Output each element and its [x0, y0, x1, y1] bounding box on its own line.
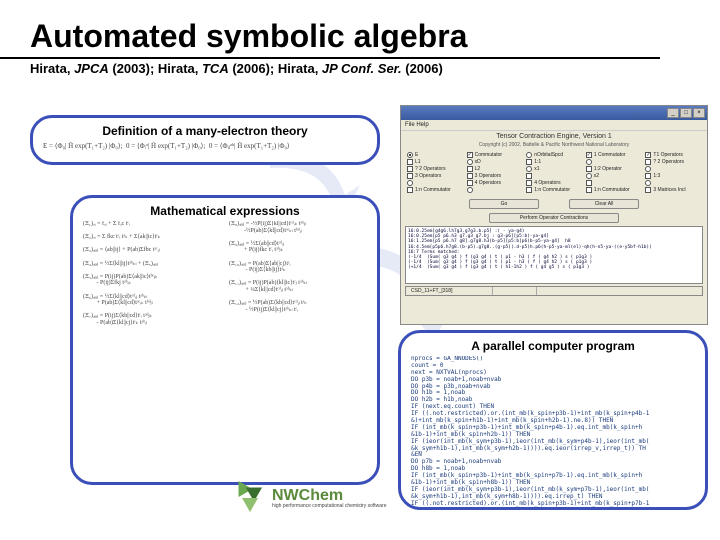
cite1-year: (2003); — [109, 61, 158, 76]
gui-option[interactable] — [467, 187, 523, 193]
gui-menubar[interactable]: File Help — [401, 120, 707, 131]
gui-option[interactable]: ✓Commutator — [467, 152, 523, 158]
gui-option[interactable] — [645, 166, 701, 172]
gui-option[interactable]: 1:3 — [645, 173, 701, 179]
gui-option[interactable]: ? 2 Operators — [407, 166, 463, 172]
logo-tagline: high performance computational chemistry… — [272, 504, 387, 509]
nwchem-logo-icon — [228, 478, 268, 518]
math-col-2: (Ξ₈)ₐᵦᵢⱼ = -½P(ij)Σ⟨kl||cd⟩tᶜᵈᵢₖ tᵃᵇⱼₗ -… — [229, 221, 367, 327]
bubble-definition-formula: E = ⟨Φ₀| H̄ exp(T₁+T₂) |Φ₀⟩; 0 = ⟨Φᵢᵃ| H… — [43, 141, 367, 151]
gui-option[interactable] — [645, 180, 701, 186]
bubble-math: Mathematical expressions (Ξ₁)ₐᵢ = fₐᵢ + … — [70, 195, 380, 485]
gui-option[interactable]: ? 2 Operators — [645, 159, 701, 165]
close-button[interactable]: × — [693, 108, 705, 118]
gui-option[interactable] — [586, 159, 642, 165]
gui-option[interactable]: ✓T1 Operators — [645, 152, 701, 158]
gui-option[interactable]: x2 — [586, 173, 642, 179]
gui-button-row: Go Clear All — [401, 197, 707, 211]
gui-option[interactable]: 1:n Commutator — [407, 187, 463, 193]
gui-options-grid: E ✓CommutatornOrbitalSpcd ✓1 Commutator✓T1… — [401, 150, 707, 197]
gui-statusbar: CSD_11+FT_[318] — [405, 286, 703, 296]
gui-option[interactable]: nOrbitalSpcd — [526, 152, 582, 158]
bubble-program: A parallel computer program nprocs = GA_… — [398, 330, 708, 510]
gui-option[interactable] — [407, 180, 463, 186]
contract-button[interactable]: Perform Operator Contractions — [489, 213, 619, 223]
gui-option[interactable]: 3 Matrices Incl — [645, 187, 701, 193]
minimize-button[interactable]: _ — [667, 108, 679, 118]
cite3-year: (2006) — [402, 61, 443, 76]
bubble-program-header: A parallel computer program — [411, 339, 695, 353]
cite2-journal: TCA — [202, 61, 229, 76]
gui-option[interactable] — [586, 180, 642, 186]
clear-button[interactable]: Clear All — [569, 199, 639, 209]
cite3-author: Hirata, — [278, 61, 322, 76]
gui-option[interactable]: L1 — [407, 159, 463, 165]
gui-option[interactable]: 1:2 Operator — [586, 166, 642, 172]
cite1-author: Hirata, — [30, 61, 74, 76]
gui-option[interactable]: xD — [467, 159, 523, 165]
gui-option[interactable]: x1 — [526, 166, 582, 172]
status-right — [493, 287, 537, 295]
bubble-program-code: nprocs = GA_NNODES() count = 0 next = NX… — [411, 356, 695, 508]
math-col-1: (Ξ₁)ₐᵢ = fₐᵢ + Σ fₐc tᶜᵢ (Ξ₂)ₐᵢ = Σ fkc … — [83, 221, 221, 327]
gui-option[interactable]: 3 Operators — [407, 173, 463, 179]
gui-option[interactable]: 1:n Commutator — [526, 187, 582, 193]
gui-option[interactable] — [526, 173, 582, 179]
status-left: CSD_11+FT_[318] — [408, 287, 493, 295]
gui-option[interactable]: 3 Operators — [467, 173, 523, 179]
gui-option[interactable]: L2 — [467, 166, 523, 172]
cite2-year: (2006); — [229, 61, 278, 76]
gui-subheading: Copyright (c) 2002, Battelle & Pacific N… — [401, 142, 707, 150]
nwchem-logo: NWChem high performance computational ch… — [228, 478, 387, 518]
slide-title: Automated symbolic algebra — [0, 0, 660, 59]
gui-option[interactable]: 1:n Commutator — [586, 187, 642, 193]
gui-option[interactable]: 1:1 — [526, 159, 582, 165]
gui-titlebar: _ □ × — [401, 106, 707, 120]
logo-name: NWChem — [272, 488, 387, 504]
maximize-button[interactable]: □ — [680, 108, 692, 118]
gui-window: _ □ × File Help Tensor Contraction Engin… — [400, 105, 708, 325]
cite1-journal: JPCA — [74, 61, 109, 76]
bubble-definition: Definition of a many-electron theory E =… — [30, 115, 380, 165]
gui-output-pane: 16:0.25em[g4g6.lh7g3.g7g3.b.p5] :( - ya-… — [405, 226, 703, 284]
gui-option[interactable]: 4 Operators — [526, 180, 582, 186]
gui-option[interactable]: ✓1 Commutator — [586, 152, 642, 158]
gui-option[interactable]: 4 Operators — [467, 180, 523, 186]
bubble-math-header: Mathematical expressions — [83, 204, 367, 218]
gui-heading: Tensor Contraction Engine, Version 1 — [401, 131, 707, 142]
cite3-journal: JP Conf. Ser. — [322, 61, 402, 76]
cite2-author: Hirata, — [158, 61, 202, 76]
go-button[interactable]: Go — [469, 199, 539, 209]
gui-center-row: Perform Operator Contractions — [401, 211, 707, 226]
gui-option[interactable]: E — [407, 152, 463, 158]
bubble-definition-header: Definition of a many-electron theory — [43, 124, 367, 138]
citation-line: Hirata, JPCA (2003); Hirata, TCA (2006);… — [0, 61, 720, 84]
